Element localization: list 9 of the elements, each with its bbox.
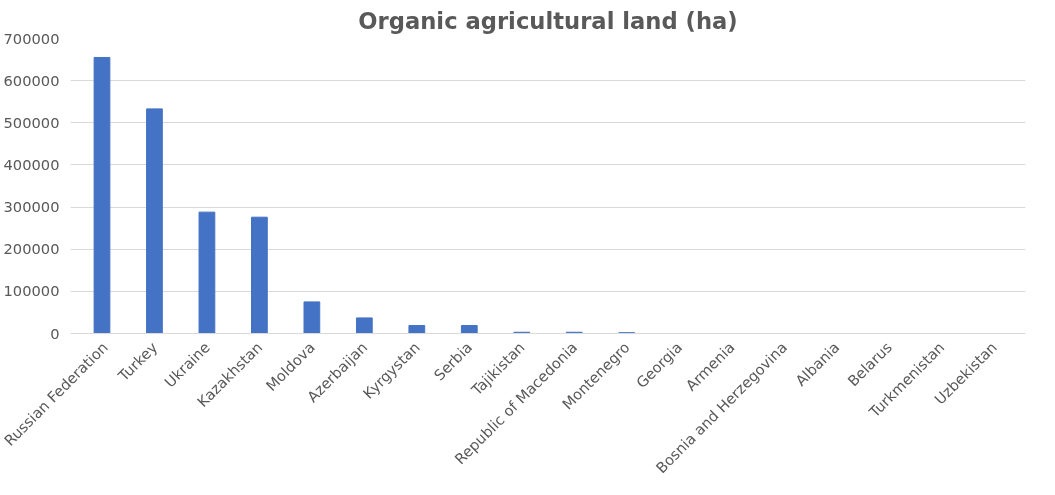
y-tick-label: 300000 bbox=[3, 198, 60, 216]
y-tick-label: 200000 bbox=[3, 240, 60, 258]
y-tick-label: 0 bbox=[50, 324, 60, 342]
chart-title: Organic agricultural land (ha) bbox=[358, 7, 738, 34]
y-tick-label: 400000 bbox=[3, 155, 60, 173]
y-tick-label: 500000 bbox=[3, 113, 60, 131]
y-tick-label: 700000 bbox=[3, 29, 60, 47]
y-tick-label: 100000 bbox=[3, 282, 60, 300]
y-tick-label: 600000 bbox=[3, 71, 60, 89]
